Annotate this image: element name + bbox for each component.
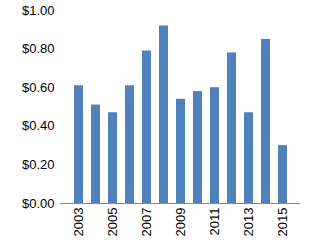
svg-text:$0.60: $0.60 [22,80,55,95]
svg-text:$1.00: $1.00 [22,3,55,18]
svg-text:$0.00: $0.00 [22,196,55,211]
svg-text:2007: 2007 [139,208,154,237]
svg-text:2003: 2003 [71,208,86,237]
svg-text:2005: 2005 [105,208,120,237]
svg-text:2011: 2011 [207,208,222,236]
svg-text:$0.80: $0.80 [22,41,55,56]
svg-text:$0.40: $0.40 [22,118,55,133]
svg-text:2009: 2009 [173,208,188,237]
svg-text:2015: 2015 [275,208,290,237]
svg-text:2013: 2013 [241,208,256,237]
svg-text:$0.20: $0.20 [22,157,55,172]
